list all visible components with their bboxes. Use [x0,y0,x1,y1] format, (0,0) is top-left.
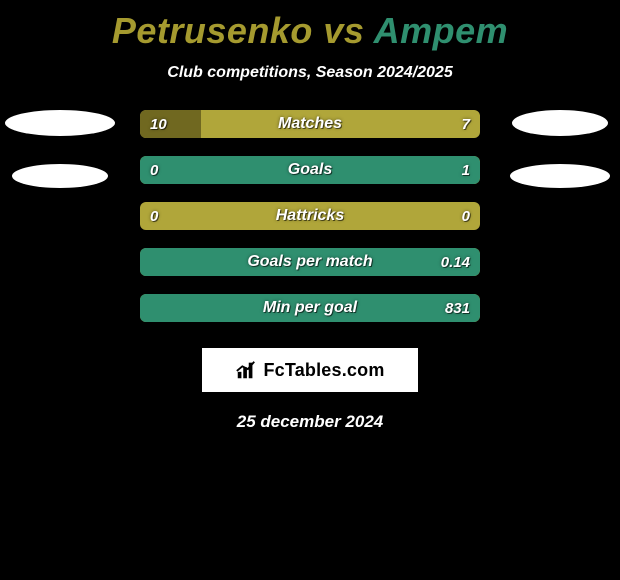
comparison-title: Petrusenko vs Ampem [0,0,620,52]
stat-bar: Min per goal831 [140,294,480,322]
stat-bar: Hattricks0 0 [140,202,480,230]
right-avatar-placeholder [500,110,620,188]
bars-container: Matches107 Goals01 Hattricks0 0 Goals per ma… [140,110,480,340]
fctables-logo[interactable]: FcTables.com [202,348,418,392]
footer-date: 25 december 2024 [0,412,620,432]
oval-decor [510,164,610,188]
stat-bar: Goals01 [140,156,480,184]
bar-fill-right [140,294,480,322]
subtitle: Club competitions, Season 2024/2025 [0,64,620,82]
oval-decor [12,164,108,188]
stat-bar: Goals per match0.14 [140,248,480,276]
bar-value-left: 0 [150,202,158,230]
oval-decor [512,110,608,136]
chart-icon [235,359,257,381]
bar-label: Hattricks [140,202,480,230]
player-right-name: Ampem [374,10,509,51]
bar-fill-right [140,248,480,276]
bar-value-right: 7 [462,110,470,138]
bar-fill-right [140,156,480,184]
player-left-name: Petrusenko [112,10,313,51]
stat-bar: Matches107 [140,110,480,138]
bar-fill-left [140,110,201,138]
vs-separator: vs [313,10,374,51]
left-avatar-placeholder [0,110,120,188]
bar-value-right: 0 [462,202,470,230]
oval-decor [5,110,115,136]
logo-text: FcTables.com [263,360,384,381]
comparison-chart: Matches107 Goals01 Hattricks0 0 Goals per ma… [0,110,620,340]
